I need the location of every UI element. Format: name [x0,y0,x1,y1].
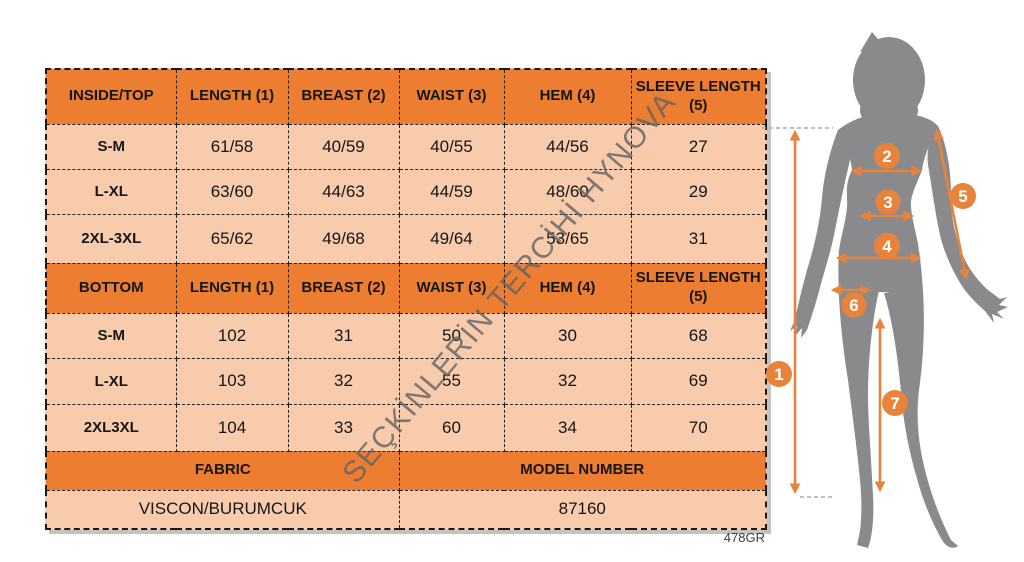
size-cell: 70 [630,403,767,452]
size-chart-table: INSIDE/TOP LENGTH (1) BREAST (2) WAIST (… [45,68,767,530]
model-number-value: 87160 [398,489,767,530]
table-row: L-XL 63/60 44/63 44/59 48/60 29 [45,168,767,215]
svg-text:5: 5 [958,187,967,206]
size-row-label: L-XL [45,357,177,405]
size-cell: 30 [503,312,632,359]
size-cell: 44/56 [503,123,632,170]
size-cell: 50 [398,312,505,359]
size-cell: 65/62 [175,213,289,264]
marker-badge-6: 6 [841,292,867,318]
size-row-label: S-M [45,312,177,359]
svg-text:1: 1 [774,365,783,384]
model-number-header: MODEL NUMBER [398,450,767,491]
footer-header-row: FABRIC MODEL NUMBER [45,450,767,491]
table-row: L-XL 103 32 55 32 69 [45,357,767,405]
size-cell: 48/60 [503,168,632,215]
size-row-label: 2XL3XL [45,403,177,452]
marker-badge-2: 2 [874,143,900,169]
marker-badge-7: 7 [882,390,908,416]
svg-text:6: 6 [849,296,858,315]
col-header-length: LENGTH (1) [175,68,289,125]
size-cell: 104 [175,403,289,452]
size-cell: 32 [503,357,632,405]
size-cell: 29 [630,168,767,215]
col-header-sleeve-length: SLEEVE LENGTH (5) [630,68,767,125]
col-header-hem: HEM (4) [503,68,632,125]
size-cell: 31 [287,312,400,359]
size-cell: 27 [630,123,767,170]
svg-text:2: 2 [882,147,891,166]
size-cell: 32 [287,357,400,405]
size-cell: 69 [630,357,767,405]
col-header-breast: BREAST (2) [287,68,400,125]
col-header-waist: WAIST (3) [398,68,505,125]
svg-text:7: 7 [890,394,899,413]
top-header-row: INSIDE/TOP LENGTH (1) BREAST (2) WAIST (… [45,68,767,125]
fabric-header: FABRIC [45,450,400,491]
col-header-bottom: BOTTOM [45,262,177,314]
fabric-value: VISCON/BURUMCUK [45,489,400,530]
size-cell: 68 [630,312,767,359]
size-cell: 63/60 [175,168,289,215]
bottom-header-row: BOTTOM LENGTH (1) BREAST (2) WAIST (3) H… [45,262,767,314]
size-cell: 44/59 [398,168,505,215]
col-header-length: LENGTH (1) [175,262,289,314]
size-cell: 49/68 [287,213,400,264]
size-row-label: 2XL-3XL [45,213,177,264]
size-row-label: L-XL [45,168,177,215]
col-header-inside-top: INSIDE/TOP [45,68,177,125]
size-cell: 33 [287,403,400,452]
table-row: 2XL3XL 104 33 60 34 70 [45,403,767,452]
arrow-sleeve-5 [933,128,970,281]
marker-badge-4: 4 [874,233,900,259]
size-cell: 44/63 [287,168,400,215]
size-cell: 55 [398,357,505,405]
size-cell: 31 [630,213,767,264]
col-header-sleeve-length: SLEEVE LENGTH (5) [630,262,767,314]
size-cell: 49/64 [398,213,505,264]
measurement-figure: 1 2 3 4 5 6 7 [762,32,1008,548]
svg-text:4: 4 [882,237,892,256]
weight-footnote: 478GR [723,530,765,545]
col-header-waist: WAIST (3) [398,262,505,314]
size-cell: 34 [503,403,632,452]
size-cell: 40/59 [287,123,400,170]
col-header-hem: HEM (4) [503,262,632,314]
size-cell: 102 [175,312,289,359]
marker-badge-3: 3 [875,189,901,215]
woman-silhouette [790,32,1008,548]
size-cell: 40/55 [398,123,505,170]
size-cell: 61/58 [175,123,289,170]
size-row-label: S-M [45,123,177,170]
table-row: 2XL-3XL 65/62 49/68 49/64 53/65 31 [45,213,767,264]
svg-text:3: 3 [883,193,892,212]
table-row: S-M 61/58 40/59 40/55 44/56 27 [45,123,767,170]
size-cell: 53/65 [503,213,632,264]
marker-badge-5: 5 [950,183,976,209]
footer-value-row: VISCON/BURUMCUK 87160 [45,489,767,530]
size-cell: 103 [175,357,289,405]
size-cell: 60 [398,403,505,452]
table-row: S-M 102 31 50 30 68 [45,312,767,359]
col-header-breast: BREAST (2) [287,262,400,314]
marker-badge-1: 1 [766,361,792,387]
